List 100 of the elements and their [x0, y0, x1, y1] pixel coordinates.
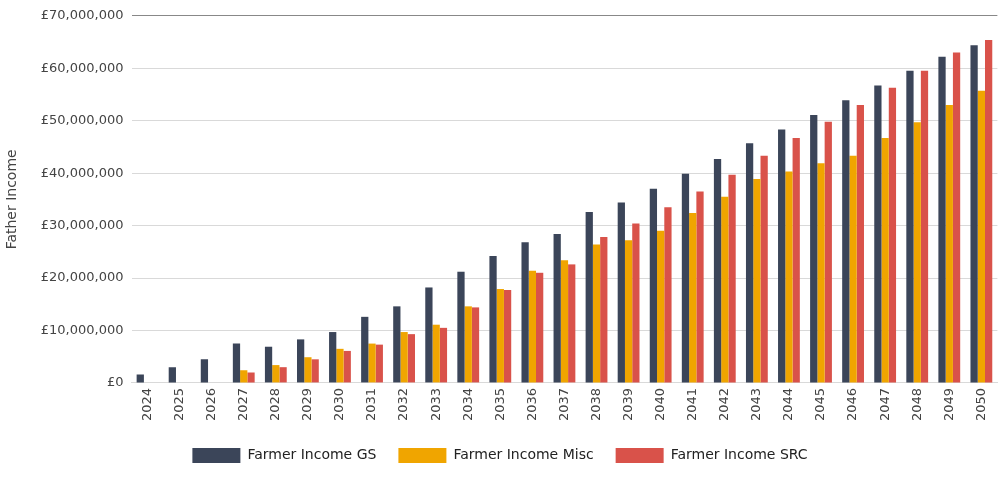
bar — [368, 343, 376, 383]
bar — [938, 56, 946, 383]
bar — [393, 306, 401, 383]
bar — [632, 223, 640, 383]
x-tick-label: 2031 — [363, 387, 379, 422]
bar — [264, 346, 273, 383]
bar — [874, 85, 882, 383]
y-tick-label: £10,000,000 — [40, 321, 124, 337]
bar — [528, 270, 537, 383]
bar — [792, 138, 800, 383]
y-tick-label: £0 — [106, 374, 124, 390]
bar — [906, 70, 914, 383]
bar — [842, 100, 850, 383]
bar — [945, 104, 953, 383]
bar — [361, 316, 369, 383]
bar — [970, 45, 978, 383]
bar — [881, 138, 889, 383]
bar — [824, 121, 832, 383]
bar — [240, 370, 248, 383]
x-tick-label: 2034 — [459, 387, 475, 422]
bar — [496, 289, 504, 383]
x-tick-label: 2046 — [844, 387, 860, 422]
bar — [247, 372, 255, 383]
x-tick-label: 2044 — [780, 387, 796, 422]
x-tick-label: 2041 — [684, 387, 700, 422]
y-tick-label: £30,000,000 — [40, 216, 124, 232]
bar — [296, 339, 305, 383]
bar — [471, 307, 480, 383]
bar — [681, 173, 690, 383]
bar — [457, 271, 465, 383]
bar — [304, 357, 312, 383]
legend-label: Farmer Income SRC — [670, 446, 808, 463]
y-axis-title: Father Income — [3, 149, 20, 250]
x-tick-label: 2050 — [972, 387, 988, 422]
bar — [503, 290, 512, 383]
bar — [713, 158, 722, 383]
x-tick-label: 2028 — [267, 387, 283, 422]
x-tick-label: 2043 — [748, 387, 764, 422]
x-tick-label: 2047 — [876, 387, 892, 422]
bar — [624, 240, 633, 383]
bar — [553, 233, 561, 383]
x-tick-label: 2039 — [619, 387, 635, 422]
bar — [617, 202, 625, 383]
bar — [977, 90, 985, 383]
legend-label: Farmer Income GS — [247, 446, 377, 463]
bar — [329, 332, 337, 383]
bar — [778, 129, 786, 383]
bar — [536, 272, 544, 383]
bar — [279, 367, 287, 383]
y-tick-label: £70,000,000 — [40, 7, 124, 23]
bar — [913, 122, 921, 383]
bar — [753, 178, 761, 383]
bar — [985, 39, 993, 383]
bar — [343, 350, 351, 383]
bar — [439, 327, 448, 383]
bar — [432, 324, 440, 383]
bar — [657, 230, 665, 383]
bar — [375, 344, 383, 383]
legend-label: Farmer Income Misc — [453, 446, 594, 463]
bar — [600, 237, 608, 383]
bar — [232, 343, 241, 383]
bar — [464, 306, 472, 383]
x-tick-label: 2048 — [908, 387, 924, 422]
bar — [856, 104, 864, 383]
bar — [920, 70, 929, 383]
x-tick-label: 2030 — [331, 387, 347, 422]
y-tick-label: £60,000,000 — [40, 59, 124, 75]
bar — [888, 87, 897, 383]
x-tick-label: 2024 — [138, 387, 154, 422]
bar — [592, 244, 601, 383]
bar — [400, 332, 408, 383]
y-tick-label: £50,000,000 — [40, 112, 124, 128]
bar — [489, 256, 497, 383]
bar — [745, 143, 754, 383]
x-tick-label: 2042 — [716, 387, 732, 422]
bar — [168, 367, 176, 383]
x-tick-label: 2045 — [812, 387, 828, 422]
bar — [728, 174, 736, 383]
bar — [689, 212, 697, 383]
x-tick-label: 2029 — [299, 387, 315, 422]
bar — [568, 264, 576, 383]
bar — [272, 365, 280, 383]
bar — [560, 260, 569, 383]
bar — [696, 191, 704, 383]
x-tick-label: 2033 — [427, 387, 443, 422]
x-tick-label: 2026 — [203, 387, 219, 422]
bar — [849, 155, 857, 383]
bar — [649, 188, 658, 383]
bar — [311, 359, 319, 383]
x-tick-label: 2025 — [170, 387, 186, 422]
bar — [810, 114, 818, 383]
x-tick-label: 2027 — [235, 387, 251, 422]
bar — [200, 359, 209, 383]
x-tick-label: 2036 — [523, 387, 539, 422]
bar — [585, 211, 593, 383]
bar — [521, 242, 529, 383]
bar — [407, 334, 415, 383]
x-tick-label: 2037 — [555, 387, 571, 422]
x-tick-label: 2032 — [395, 387, 411, 422]
y-tick-label: £40,000,000 — [40, 164, 124, 180]
